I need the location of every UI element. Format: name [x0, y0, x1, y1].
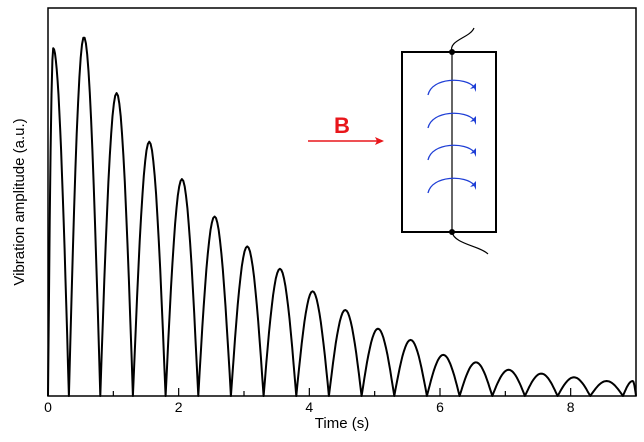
inset-diagram: B: [308, 27, 497, 255]
eddy-current-loop: [427, 144, 475, 161]
x-axis-title: Time (s): [315, 415, 369, 432]
top-pivot: [449, 49, 455, 55]
y-axis-title: Vibration amplitude (a.u.): [11, 118, 28, 285]
eddy-arrowhead-icon: [470, 148, 476, 157]
x-tick-label: 4: [305, 399, 313, 415]
eddy-current-loop: [427, 177, 475, 194]
x-tick-label: 6: [436, 399, 444, 415]
wire-top-lead: [451, 27, 475, 53]
bottom-pivot: [449, 229, 455, 235]
eddy-currents: [427, 79, 476, 194]
eddy-arrowhead-icon: [470, 181, 476, 190]
eddy-current-loop: [427, 79, 475, 96]
x-tick-label: 2: [175, 399, 183, 415]
x-tick-label: 0: [44, 399, 52, 415]
eddy-arrowhead-icon: [470, 83, 476, 92]
wire-bottom-lead: [451, 231, 489, 255]
vibration-amplitude-curve: [47, 36, 637, 397]
field-label: B: [334, 113, 350, 138]
plot-area-frame: [47, 7, 637, 397]
field-arrow-head: [375, 137, 384, 145]
conducting-plate: [401, 51, 497, 233]
eddy-arrowhead-icon: [470, 116, 476, 125]
x-tick-label: 8: [567, 399, 575, 415]
eddy-current-loop: [427, 112, 475, 129]
